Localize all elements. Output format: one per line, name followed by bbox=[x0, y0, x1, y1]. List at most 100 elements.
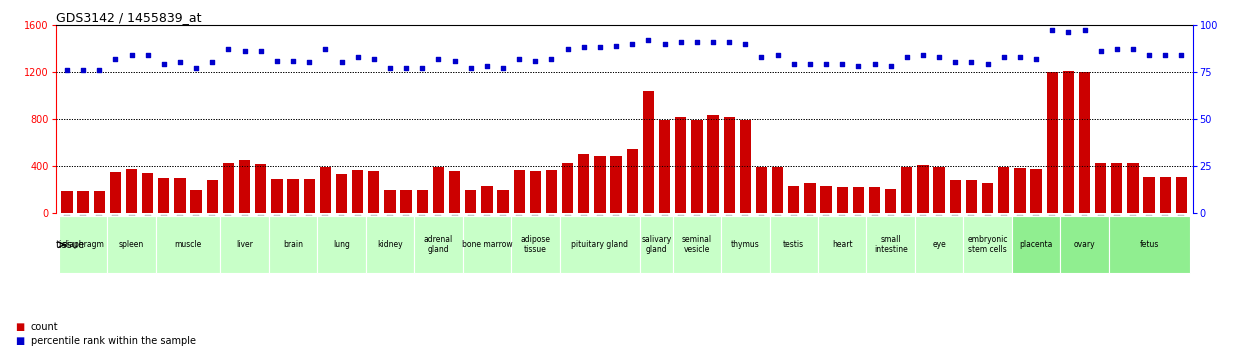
Text: GSM252098: GSM252098 bbox=[613, 215, 618, 251]
Text: GSM252077: GSM252077 bbox=[274, 215, 279, 251]
Bar bbox=[433, 167, 444, 213]
Point bbox=[655, 41, 675, 46]
Bar bbox=[1159, 177, 1170, 213]
Bar bbox=[915, 216, 963, 273]
Text: embryonic
stem cells: embryonic stem cells bbox=[968, 235, 1007, 255]
Text: GSM252094: GSM252094 bbox=[549, 215, 554, 251]
Text: GSM252121: GSM252121 bbox=[985, 215, 990, 251]
Bar bbox=[1012, 216, 1060, 273]
Point bbox=[541, 56, 561, 62]
Bar bbox=[611, 155, 622, 213]
Point bbox=[363, 56, 383, 62]
Text: GSM252095: GSM252095 bbox=[565, 215, 570, 251]
Text: GSM252071: GSM252071 bbox=[178, 215, 183, 251]
Text: GSM252089: GSM252089 bbox=[468, 215, 473, 251]
Bar bbox=[965, 180, 978, 213]
Point bbox=[865, 62, 885, 67]
Text: heart: heart bbox=[832, 240, 853, 249]
Bar bbox=[156, 216, 220, 273]
Text: GSM252124: GSM252124 bbox=[1033, 215, 1038, 251]
Text: GSM252083: GSM252083 bbox=[371, 215, 376, 251]
Bar bbox=[1109, 216, 1189, 273]
Text: GSM252108: GSM252108 bbox=[775, 215, 780, 251]
Point bbox=[735, 41, 755, 46]
Point bbox=[719, 39, 739, 45]
Point bbox=[768, 52, 787, 58]
Text: seminal
vesicle: seminal vesicle bbox=[682, 235, 712, 255]
Point bbox=[121, 52, 141, 58]
Point bbox=[283, 58, 303, 63]
Point bbox=[994, 54, 1014, 60]
Bar bbox=[142, 173, 153, 213]
Bar bbox=[1111, 162, 1122, 213]
Bar bbox=[1015, 168, 1026, 213]
Bar bbox=[497, 190, 509, 213]
Point bbox=[832, 62, 852, 67]
Text: GSM252099: GSM252099 bbox=[630, 215, 635, 251]
Text: GDS3142 / 1455839_at: GDS3142 / 1455839_at bbox=[56, 11, 201, 24]
Point bbox=[235, 48, 255, 54]
Point bbox=[962, 59, 981, 65]
Bar bbox=[110, 172, 121, 213]
Point bbox=[751, 54, 771, 60]
Bar bbox=[672, 216, 721, 273]
Bar bbox=[108, 216, 156, 273]
Text: GSM252081: GSM252081 bbox=[339, 215, 344, 251]
Bar bbox=[1175, 177, 1187, 213]
Text: GSM252130: GSM252130 bbox=[1131, 215, 1136, 251]
Point bbox=[816, 62, 836, 67]
Bar bbox=[770, 216, 818, 273]
Point bbox=[606, 43, 625, 48]
Bar bbox=[239, 160, 250, 213]
Point bbox=[89, 67, 109, 73]
Bar bbox=[933, 167, 944, 213]
Text: GSM252120: GSM252120 bbox=[969, 215, 974, 251]
Point bbox=[413, 65, 433, 71]
Point bbox=[897, 54, 917, 60]
Text: GSM252085: GSM252085 bbox=[404, 215, 409, 251]
Text: GSM252118: GSM252118 bbox=[937, 215, 942, 251]
Point bbox=[800, 62, 819, 67]
Bar bbox=[723, 117, 735, 213]
Bar bbox=[963, 216, 1012, 273]
Text: ■: ■ bbox=[15, 322, 23, 332]
Bar bbox=[481, 186, 492, 213]
Point bbox=[477, 63, 497, 69]
Text: GSM252126: GSM252126 bbox=[1065, 215, 1070, 251]
Point bbox=[381, 65, 400, 71]
Text: GSM252091: GSM252091 bbox=[501, 215, 506, 251]
Text: tissue: tissue bbox=[56, 240, 85, 250]
Text: GSM252097: GSM252097 bbox=[597, 215, 602, 251]
Point bbox=[315, 46, 335, 52]
Text: GSM252101: GSM252101 bbox=[662, 215, 667, 251]
Bar bbox=[1143, 177, 1154, 213]
Text: GSM252103: GSM252103 bbox=[695, 215, 700, 251]
Text: GSM252082: GSM252082 bbox=[355, 215, 360, 251]
Point bbox=[347, 54, 367, 60]
Point bbox=[639, 37, 659, 43]
Bar bbox=[1047, 73, 1058, 213]
Bar bbox=[562, 162, 574, 213]
Point bbox=[267, 58, 287, 63]
Text: brain: brain bbox=[283, 240, 303, 249]
Text: liver: liver bbox=[236, 240, 253, 249]
Bar bbox=[158, 178, 169, 213]
Point bbox=[557, 46, 577, 52]
Text: diaphragm: diaphragm bbox=[62, 240, 104, 249]
Text: testis: testis bbox=[784, 240, 805, 249]
Point bbox=[913, 52, 933, 58]
Text: GSM252078: GSM252078 bbox=[290, 215, 295, 251]
Text: GSM252100: GSM252100 bbox=[646, 215, 651, 251]
Text: GSM252131: GSM252131 bbox=[1147, 215, 1152, 251]
Text: GSM252102: GSM252102 bbox=[679, 215, 684, 251]
Point bbox=[331, 59, 351, 65]
Text: percentile rank within the sample: percentile rank within the sample bbox=[31, 336, 195, 346]
Bar bbox=[1031, 169, 1042, 213]
Bar bbox=[449, 171, 460, 213]
Text: kidney: kidney bbox=[377, 240, 403, 249]
Point bbox=[299, 59, 319, 65]
Point bbox=[1140, 52, 1159, 58]
Bar bbox=[1095, 162, 1106, 213]
Point bbox=[187, 65, 206, 71]
Point bbox=[461, 65, 481, 71]
